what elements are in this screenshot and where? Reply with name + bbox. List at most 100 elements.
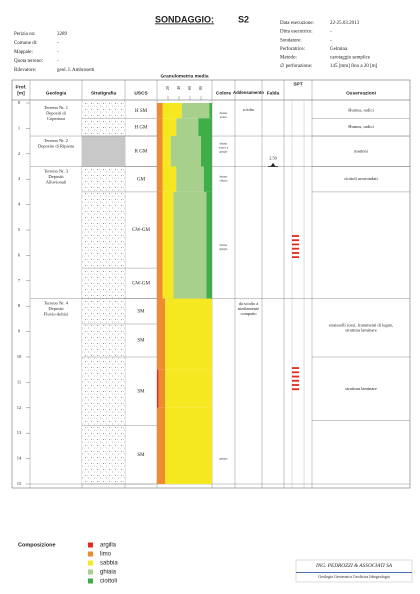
column-header: Prof. [16,84,27,90]
column-header: SPT [293,81,302,87]
field-label: Perizia no: [14,32,36,37]
observation: mattoni [354,148,368,153]
spt-bar [292,371,299,374]
color-note: bruno [220,243,228,247]
spt-bar [292,239,299,242]
field-value: - [57,59,59,64]
color-note: chiaro [219,178,228,182]
geology-label: Depositi di [46,111,67,116]
depth-label: 10 [17,354,22,359]
column-header: Falda [267,90,280,96]
spt-bar [292,384,299,386]
column-header: Osservazioni [346,90,376,96]
field-value: carotaggio semplice [330,56,371,61]
legend-label: argilla [100,543,117,549]
title: SONDAGGIO: [155,14,214,24]
spt-bar [292,252,299,254]
observation: straterelli rossi, frammenti di legno, [329,322,393,328]
observation: Humus, radici [348,124,374,130]
field-value: - [330,30,332,35]
depth-label: 3 [18,176,21,181]
column-header: Stratigrafia [91,90,117,96]
color-note: grigio [220,149,228,153]
depth-label: 7 [18,278,21,283]
column-header: Addensamento [233,90,264,95]
compaction-note: da sciolto a [239,301,259,306]
gran-segment [157,407,166,484]
field-value: 145 [mm] fino a 20 [m] [330,64,378,69]
geology-label: Copertura [47,116,65,121]
field-label: Data esecuzione: [280,21,314,26]
depth-label: 14 [17,456,22,461]
field-value: - [330,38,332,43]
field-value: - [57,41,59,46]
legend-swatch [88,551,93,557]
water-level-label: 2.50 [269,155,277,160]
field-label: Mappale: [14,50,33,55]
gran-segment [165,369,212,408]
field-value: - [57,50,59,55]
field-label: Ditta esecutrice: [280,30,313,35]
uscs-code: GW-GM [132,228,150,233]
legend-label: ghiaia [100,570,117,576]
stratigraphy-layer [82,103,125,137]
gran-segment [170,136,201,167]
spt-bar [292,367,299,369]
uscs-code: H GM [135,125,148,130]
depth-label: 0 [18,100,21,105]
gran-tick-label: 20 [165,86,170,90]
column-header: Geologia [46,90,67,96]
depth-label: 6 [18,252,21,257]
gran-segment [206,191,212,299]
legend-swatch [88,542,93,548]
spt-bar [292,235,299,237]
spt-bar [292,256,299,259]
color-note: grigio [220,247,228,251]
field-label: Metodo: [280,56,297,61]
gran-segment [158,369,166,408]
depth-label: 12 [17,405,22,410]
depth-label: 15 [17,481,22,486]
field-label: Perforatrice: [280,47,305,52]
observation: struttura laminare [345,327,377,332]
gran-tick-label: 60 [187,86,192,90]
legend-label: limo [100,552,112,558]
geology-label: Depositi [48,306,64,311]
spt-bar [292,247,299,250]
gran-segment [209,103,212,119]
color-note: bruno [220,174,228,178]
gran-segment [157,191,163,299]
observation: Humus, radici [348,108,374,114]
legend-swatch [88,560,93,566]
gran-segment [181,103,210,119]
field-label: Sondatore: [280,38,302,43]
geology-label: Depositi [48,174,64,179]
geology-label: Fluvio-deltizi [44,312,69,317]
uscs-code: R GM [135,149,148,154]
uscs-code: SM [137,309,145,314]
gran-segment [157,118,163,137]
color-note: scuro a [219,145,229,149]
column-header: Colore [216,90,232,96]
gran-segment [162,118,177,137]
water-level-marker [268,162,278,167]
spt-bar [292,388,299,391]
depth-label: 13 [17,430,22,435]
uscs-code: GM [137,177,146,182]
gran-tick-label: 80 [198,86,203,90]
geology-label: Terreno Nr. 1 [44,105,68,110]
color-note: bruno [220,141,228,145]
geology-label: Terreno Nr. 3 [44,169,69,174]
company-subtitle: Geologia Geotecnica Geofisica Idrogeolog… [318,574,390,579]
uscs-code: H SM [135,109,148,114]
gran-segment [176,166,204,192]
depth-label: 1 [18,125,20,130]
field-label: Rilevatore: [14,68,36,73]
borehole-id: S2 [238,14,249,24]
compaction-note: sciolto [243,107,254,112]
field-label: Quota terreno: [14,59,43,64]
uscs-code: SM [137,389,145,394]
spt-bar [292,379,299,382]
field-value: geol. I. Ambrosetti [57,68,95,73]
geology-label: Terreno Nr. 2 [44,138,68,143]
